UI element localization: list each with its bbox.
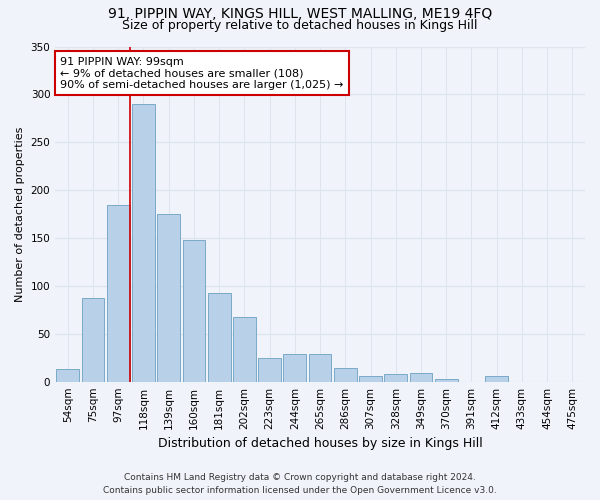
Text: Size of property relative to detached houses in Kings Hill: Size of property relative to detached ho… — [122, 18, 478, 32]
Bar — [435, 379, 458, 382]
Bar — [410, 373, 433, 382]
Bar — [208, 292, 230, 382]
Bar — [309, 354, 331, 382]
X-axis label: Distribution of detached houses by size in Kings Hill: Distribution of detached houses by size … — [158, 437, 482, 450]
Y-axis label: Number of detached properties: Number of detached properties — [15, 126, 25, 302]
Bar — [359, 376, 382, 382]
Bar — [107, 204, 130, 382]
Bar — [182, 240, 205, 382]
Bar — [132, 104, 155, 382]
Bar — [485, 376, 508, 382]
Text: 91 PIPPIN WAY: 99sqm
← 9% of detached houses are smaller (108)
90% of semi-detac: 91 PIPPIN WAY: 99sqm ← 9% of detached ho… — [61, 56, 344, 90]
Bar — [56, 369, 79, 382]
Bar — [385, 374, 407, 382]
Bar — [157, 214, 180, 382]
Bar — [334, 368, 356, 382]
Text: 91, PIPPIN WAY, KINGS HILL, WEST MALLING, ME19 4FQ: 91, PIPPIN WAY, KINGS HILL, WEST MALLING… — [108, 8, 492, 22]
Bar — [283, 354, 306, 382]
Bar — [233, 316, 256, 382]
Text: Contains HM Land Registry data © Crown copyright and database right 2024.
Contai: Contains HM Land Registry data © Crown c… — [103, 474, 497, 495]
Bar — [258, 358, 281, 382]
Bar — [82, 298, 104, 382]
